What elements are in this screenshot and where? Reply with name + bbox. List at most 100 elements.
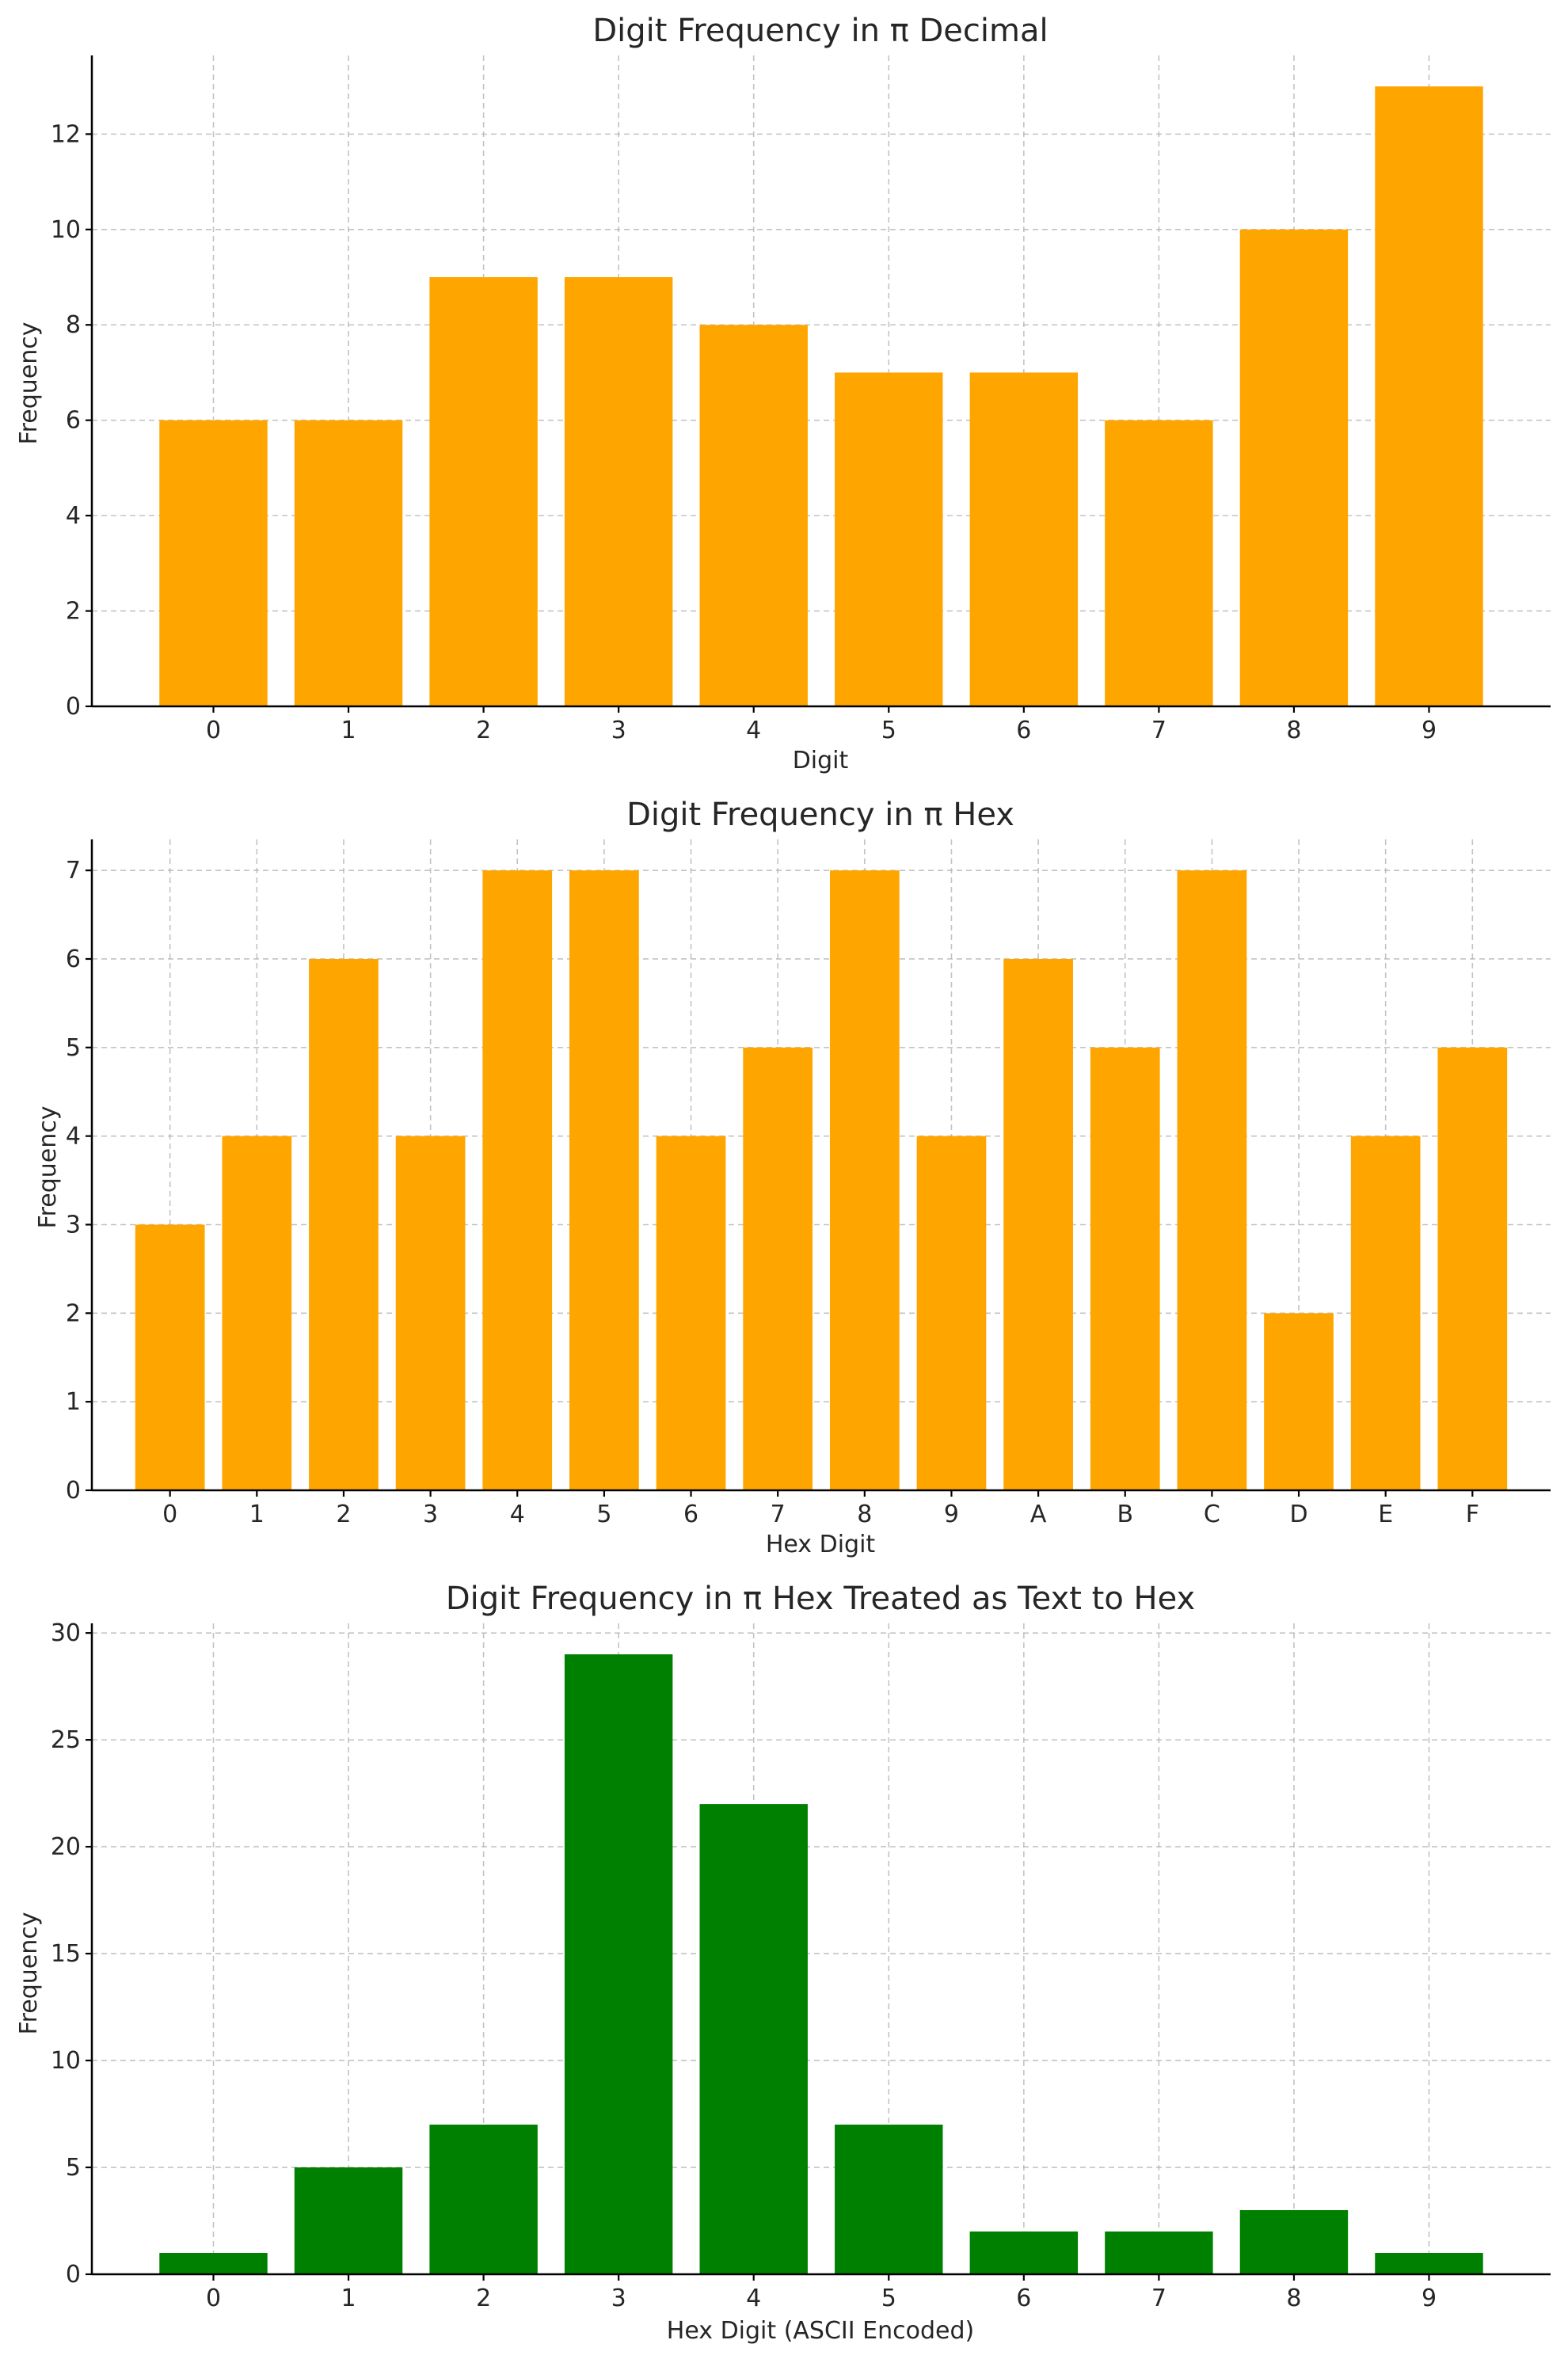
y-tick-label: 0 <box>66 693 81 721</box>
y-tick-label: 4 <box>66 502 81 530</box>
y-tick-label: 12 <box>51 120 81 148</box>
x-tick-label: 3 <box>611 2285 626 2312</box>
bar <box>969 2232 1079 2274</box>
x-tick-label: 6 <box>1016 2285 1031 2312</box>
axes: 0 5 10 15 20 25 30 0 1 2 3 4 5 6 7 8 9 <box>51 1619 1551 2312</box>
x-tick-label: B <box>1117 1501 1133 1528</box>
bar <box>395 1136 466 1490</box>
bar <box>564 277 673 706</box>
y-axis-label: Frequency <box>34 1106 62 1229</box>
chart-hex: Digit Frequency in π Hex 0 1 2 3 4 5 6 7 0 1 2 3 4 5 6… <box>34 797 1551 1558</box>
x-tick-label: 7 <box>771 1501 786 1528</box>
chart-decimal: Digit Frequency in π Decimal 0 2 4 6 8 10 12 0 1… <box>15 13 1551 774</box>
bar <box>1105 2232 1213 2274</box>
bar <box>1350 1136 1421 1490</box>
x-tick-label: 9 <box>1421 2285 1437 2312</box>
x-tick-label: F <box>1466 1501 1479 1528</box>
bar <box>829 870 900 1490</box>
bar <box>699 325 808 706</box>
y-tick-label: 0 <box>66 1477 81 1505</box>
y-tick-label: 5 <box>66 2154 81 2182</box>
y-tick-label: 2 <box>66 1299 81 1327</box>
x-tick-label: 0 <box>162 1501 177 1528</box>
bar <box>309 958 379 1490</box>
y-axis-label: Frequency <box>15 1912 43 2035</box>
x-tick-label: 1 <box>341 717 356 744</box>
bar <box>222 1136 292 1490</box>
x-axis-label: Hex Digit (ASCII Encoded) <box>667 2317 974 2345</box>
y-tick-label: 0 <box>66 2261 81 2289</box>
bar <box>569 870 639 1490</box>
y-tick-label: 10 <box>51 216 81 244</box>
y-tick-label: 6 <box>66 407 81 435</box>
x-tick-label: 5 <box>881 2285 896 2312</box>
bar <box>1264 1313 1334 1490</box>
y-tick-label: 25 <box>51 1726 81 1754</box>
x-tick-label: D <box>1289 1501 1307 1528</box>
x-tick-label: E <box>1378 1501 1393 1528</box>
bar <box>482 870 553 1490</box>
bar <box>1239 229 1349 706</box>
bar <box>159 2253 268 2274</box>
x-tick-label: 0 <box>206 717 221 744</box>
chart-ascii-hex: Digit Frequency in π Hex Treated as Text… <box>15 1581 1551 2345</box>
x-tick-label: 4 <box>746 717 761 744</box>
y-axis-label: Frequency <box>15 322 43 445</box>
bar <box>1375 86 1483 706</box>
y-tick-label: 2 <box>66 598 81 626</box>
y-tick-label: 6 <box>66 946 81 973</box>
bar <box>1239 2210 1349 2274</box>
x-tick-label: 3 <box>611 717 626 744</box>
y-tick-label: 3 <box>66 1211 81 1238</box>
bar <box>294 2167 403 2274</box>
x-tick-label: 4 <box>510 1501 525 1528</box>
x-tick-label: 1 <box>249 1501 265 1528</box>
bar <box>835 372 943 706</box>
x-tick-label: 2 <box>336 1501 351 1528</box>
x-axis-label: Hex Digit <box>766 1531 876 1558</box>
bars <box>135 870 1508 1490</box>
x-tick-label: 0 <box>206 2285 221 2312</box>
x-tick-label: 2 <box>476 2285 491 2312</box>
x-tick-label: 3 <box>423 1501 438 1528</box>
bar <box>656 1136 726 1490</box>
axes: 0 1 2 3 4 5 6 7 0 1 2 3 4 5 6 7 8 9 A B C D E F <box>66 839 1551 1528</box>
bar <box>835 2125 943 2274</box>
x-tick-label: 8 <box>1286 2285 1301 2312</box>
bar <box>1090 1047 1160 1490</box>
x-tick-label: 6 <box>683 1501 698 1528</box>
bar <box>429 2125 538 2274</box>
x-tick-label: 4 <box>746 2285 761 2312</box>
bar <box>699 1804 808 2274</box>
y-tick-label: 10 <box>51 2047 81 2075</box>
y-tick-label: 15 <box>51 1940 81 1968</box>
y-tick-label: 20 <box>51 1833 81 1861</box>
bar <box>1003 958 1073 1490</box>
bar <box>159 420 268 706</box>
chart-title: Digit Frequency in π Decimal <box>592 13 1048 49</box>
x-tick-label: 9 <box>944 1501 959 1528</box>
y-tick-label: 7 <box>66 857 81 885</box>
x-tick-label: 7 <box>1151 2285 1166 2312</box>
x-tick-label: C <box>1204 1501 1220 1528</box>
bar <box>916 1136 987 1490</box>
x-tick-label: 7 <box>1151 717 1166 744</box>
bar <box>564 1654 673 2274</box>
x-tick-label: 1 <box>341 2285 356 2312</box>
bar <box>1375 2253 1483 2274</box>
x-tick-label: 5 <box>881 717 896 744</box>
x-tick-label: 8 <box>1286 717 1301 744</box>
y-tick-label: 8 <box>66 311 81 339</box>
bars <box>159 1654 1483 2274</box>
bar <box>135 1224 205 1490</box>
chart-title: Digit Frequency in π Hex Treated as Text… <box>446 1581 1195 1617</box>
bar <box>1437 1047 1508 1490</box>
y-tick-label: 4 <box>66 1123 81 1151</box>
bar <box>969 372 1079 706</box>
x-tick-label: 5 <box>596 1501 611 1528</box>
x-axis-label: Digit <box>793 747 849 774</box>
bar <box>743 1047 813 1490</box>
x-tick-label: 9 <box>1421 717 1437 744</box>
